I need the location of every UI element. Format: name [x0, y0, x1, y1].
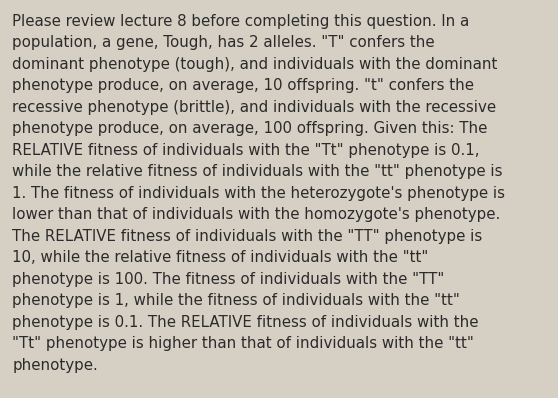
- Text: Please review lecture 8 before completing this question. In a: Please review lecture 8 before completin…: [12, 14, 469, 29]
- Text: phenotype produce, on average, 100 offspring. Given this: The: phenotype produce, on average, 100 offsp…: [12, 121, 488, 137]
- Text: recessive phenotype (brittle), and individuals with the recessive: recessive phenotype (brittle), and indiv…: [12, 100, 497, 115]
- Text: phenotype is 1, while the fitness of individuals with the "tt": phenotype is 1, while the fitness of ind…: [12, 293, 460, 308]
- Text: lower than that of individuals with the homozygote's phenotype.: lower than that of individuals with the …: [12, 207, 501, 222]
- Text: while the relative fitness of individuals with the "tt" phenotype is: while the relative fitness of individual…: [12, 164, 503, 179]
- Text: phenotype is 100. The fitness of individuals with the "TT": phenotype is 100. The fitness of individ…: [12, 272, 445, 287]
- Text: population, a gene, Tough, has 2 alleles. "T" confers the: population, a gene, Tough, has 2 alleles…: [12, 35, 435, 51]
- Text: The RELATIVE fitness of individuals with the "TT" phenotype is: The RELATIVE fitness of individuals with…: [12, 229, 483, 244]
- Text: phenotype.: phenotype.: [12, 358, 98, 373]
- Text: "Tt" phenotype is higher than that of individuals with the "tt": "Tt" phenotype is higher than that of in…: [12, 336, 474, 351]
- Text: phenotype produce, on average, 10 offspring. "t" confers the: phenotype produce, on average, 10 offspr…: [12, 78, 474, 94]
- Text: 10, while the relative fitness of individuals with the "tt": 10, while the relative fitness of indivi…: [12, 250, 429, 265]
- Text: RELATIVE fitness of individuals with the "Tt" phenotype is 0.1,: RELATIVE fitness of individuals with the…: [12, 143, 480, 158]
- Text: phenotype is 0.1. The RELATIVE fitness of individuals with the: phenotype is 0.1. The RELATIVE fitness o…: [12, 315, 479, 330]
- Text: 1. The fitness of individuals with the heterozygote's phenotype is: 1. The fitness of individuals with the h…: [12, 186, 506, 201]
- Text: dominant phenotype (tough), and individuals with the dominant: dominant phenotype (tough), and individu…: [12, 57, 498, 72]
